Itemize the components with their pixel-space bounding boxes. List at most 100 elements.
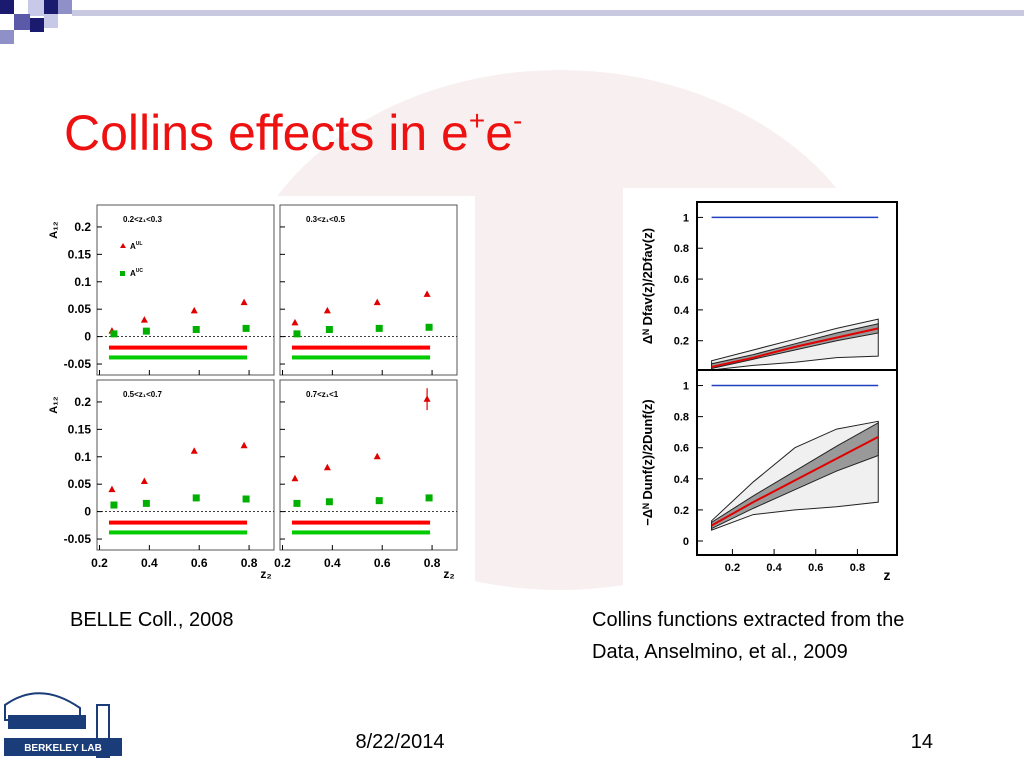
legend-entry: AUL (130, 241, 142, 251)
data-point (373, 452, 381, 460)
y-tick-label: 1 (683, 212, 689, 224)
y-tick-label: 0.2 (674, 505, 689, 517)
panel-label: 0.5<z₁<0.7 (123, 390, 162, 399)
data-point (291, 318, 299, 326)
legend-marker (120, 271, 125, 276)
panel-frame (279, 204, 458, 376)
y-tick-label: 0.15 (68, 247, 92, 261)
caption-left: BELLE Coll., 2008 (70, 609, 233, 631)
systematic-band (291, 530, 431, 535)
panel-frame (279, 379, 458, 551)
legend-sup: UC (136, 268, 144, 274)
legend-sup: UL (136, 241, 143, 247)
data-point (293, 499, 301, 507)
x-axis-label: z (884, 567, 891, 583)
x-axis-label: z₂ (260, 567, 271, 581)
title-text: Collins effects in e (64, 105, 469, 161)
caption-right: Data, Anselmino, et al., 2009 (592, 641, 848, 663)
x-tick-label: 0.8 (850, 562, 865, 574)
data-point (142, 499, 150, 507)
panel-plot (711, 384, 879, 531)
y-tick-label: 0.8 (674, 412, 689, 424)
y-tick-label: 0.4 (674, 474, 690, 486)
title-sup: - (513, 105, 522, 136)
panel-label: 0.7<z₁<1 (306, 390, 339, 399)
y-axis-label: −Δᴺ Dunf(z)/2Dunf(z) (640, 399, 655, 526)
panel-label: 0.2<z₁<0.3 (123, 215, 162, 224)
corner-decoration (0, 0, 1024, 44)
y-tick-label: 0 (84, 330, 91, 344)
panel-frame (96, 379, 275, 551)
data-point (110, 501, 118, 509)
data-point (323, 306, 331, 314)
data-point (240, 441, 248, 449)
panel-frame (96, 204, 275, 376)
y-axis-label: Δᴺ Dfav(z)/2Dfav(z) (640, 228, 655, 344)
x-tick-label: 0.4 (766, 562, 782, 574)
data-point (373, 298, 381, 306)
y-tick-label: 0.2 (74, 220, 91, 234)
x-tick-label: 0.6 (808, 562, 823, 574)
center-line (711, 327, 879, 368)
left-figure-bg (35, 196, 475, 594)
y-tick-label: 0.4 (674, 305, 690, 317)
y-tick-label: 0 (683, 536, 689, 548)
data-point (110, 330, 118, 338)
panel-frame (696, 369, 898, 556)
y-tick-label: 0.6 (674, 443, 689, 455)
x-tick-label: 0.2 (274, 556, 291, 570)
y-axis-label: A₁₂ (48, 221, 60, 238)
center-line (711, 435, 879, 527)
panel-label: 0.3<z₁<0.5 (306, 215, 345, 224)
data-point (425, 323, 433, 331)
data-point (375, 324, 383, 332)
data-point (291, 474, 299, 482)
caption-right: Collins functions extracted from the (592, 609, 904, 631)
footer-date: 8/22/2014 (356, 731, 445, 753)
x-tick-label: 0.8 (424, 556, 441, 570)
logo: BERKELEY LAB (4, 692, 122, 758)
y-tick-label: 0.2 (74, 395, 91, 409)
y-tick-label: -0.05 (64, 532, 92, 546)
x-axis-label: z₂ (443, 567, 454, 581)
systematic-band (291, 520, 431, 525)
data-point (192, 494, 200, 502)
data-point (140, 477, 148, 484)
y-axis-label: A₁₂ (48, 396, 60, 413)
systematic-band (108, 520, 248, 525)
legend-name: A (130, 242, 136, 251)
y-tick-label: 0.1 (74, 275, 91, 289)
x-tick-label: 0.8 (241, 556, 258, 570)
systematic-band (108, 355, 248, 360)
x-tick-label: 0.2 (725, 562, 740, 574)
systematic-band (108, 530, 248, 535)
systematic-band (291, 345, 431, 350)
x-tick-label: 0.4 (324, 556, 341, 570)
data-point (240, 298, 248, 306)
data-point (242, 324, 250, 332)
data-point (375, 497, 383, 505)
legend-name: A (130, 269, 136, 278)
data-point (108, 485, 116, 493)
logo-text: BERKELEY LAB (24, 743, 102, 754)
x-tick-label: 0.2 (91, 556, 108, 570)
data-point (423, 290, 431, 297)
data-point (325, 498, 333, 506)
y-tick-label: -0.05 (64, 357, 92, 371)
y-tick-label: 0.8 (674, 243, 689, 255)
right-figure-bg (623, 188, 1007, 586)
data-point (293, 330, 301, 338)
x-tick-label: 0.4 (141, 556, 158, 570)
legend-marker (120, 243, 126, 248)
title-sup: + (469, 105, 485, 136)
y-tick-label: 0.6 (674, 274, 689, 286)
data-point (142, 327, 150, 335)
y-tick-label: 0 (84, 505, 91, 519)
panel-plot (711, 216, 879, 370)
y-tick-label: 0.2 (674, 336, 689, 348)
data-point (425, 494, 433, 502)
slide-title: Collins effects in e+e- (64, 105, 522, 161)
y-tick-label: 0.1 (74, 450, 91, 464)
